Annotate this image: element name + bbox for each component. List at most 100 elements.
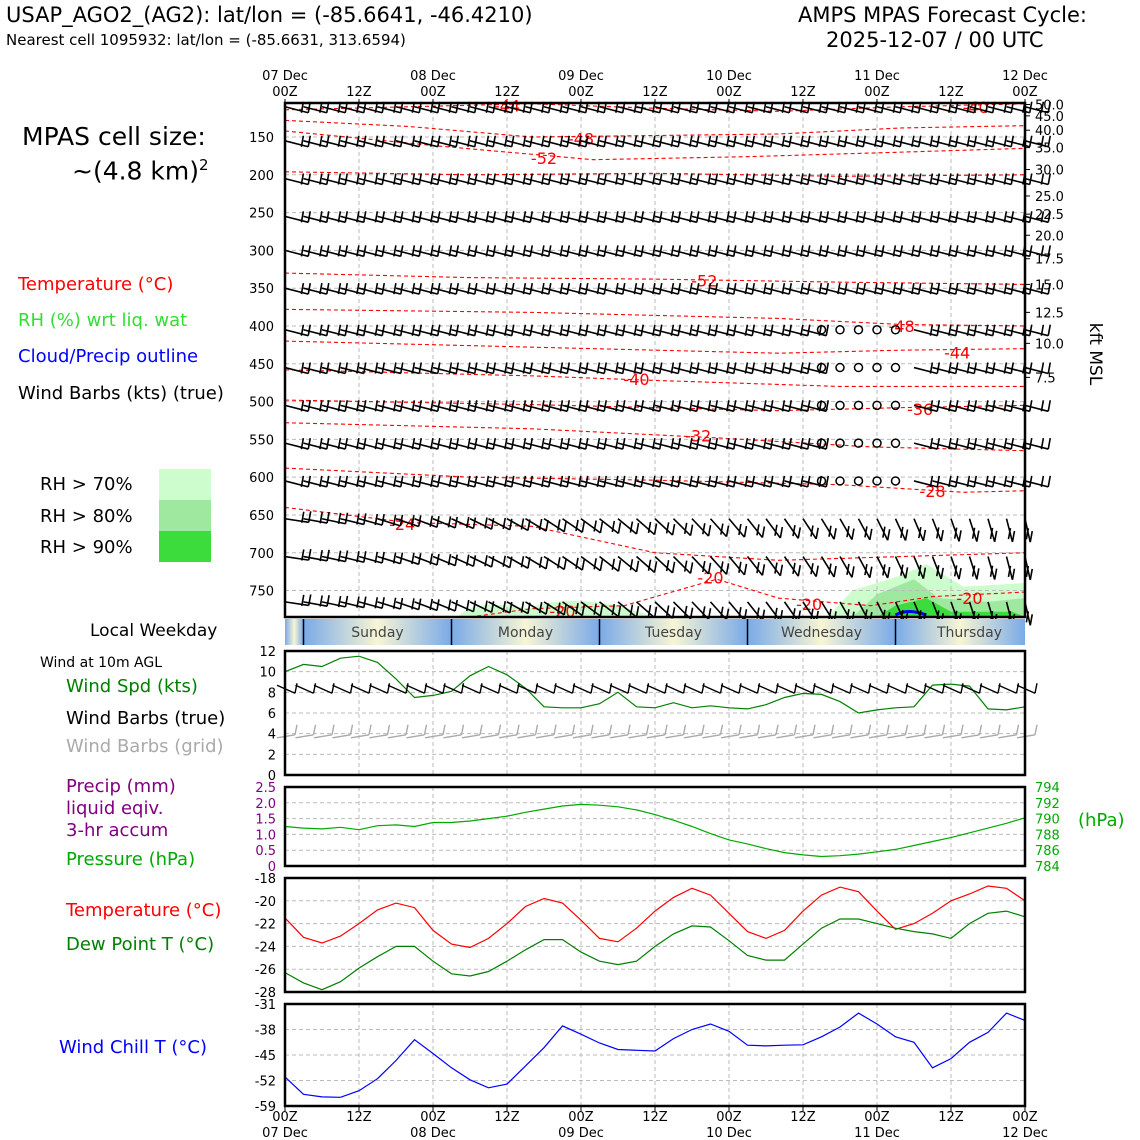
wind-barb	[784, 404, 808, 413]
wind-barb	[436, 282, 441, 295]
wind-barb	[547, 173, 552, 185]
top-hour-label: 00Z	[716, 85, 742, 100]
wind-barb	[284, 249, 309, 258]
legend-precip-1: Precip (mm)	[66, 776, 176, 797]
wind-barb	[985, 362, 989, 374]
wind-barb	[969, 328, 993, 337]
wind-barb	[837, 135, 841, 147]
wind-barb	[580, 215, 605, 224]
temperature-contour	[284, 506, 1026, 561]
wind-barb	[303, 215, 327, 224]
wind-barb	[677, 400, 682, 412]
grid-wind-barb	[312, 724, 317, 735]
top-hour-label: 12Z	[938, 85, 964, 100]
wind-barb	[726, 245, 730, 257]
surface-wind-barb	[830, 683, 835, 694]
wind-barb	[911, 173, 915, 185]
wind-barb	[418, 400, 423, 412]
wind-barb	[969, 177, 993, 186]
wind-barb	[432, 404, 457, 413]
wind-barb	[689, 282, 693, 295]
cell-size-value-wrap: ~(4.8 km)2	[72, 156, 209, 185]
wind-barb	[344, 475, 349, 488]
wind-barb	[1011, 530, 1016, 543]
wind-barb	[455, 173, 460, 185]
wind-barb	[855, 245, 860, 257]
wind-barb	[547, 135, 552, 147]
wind-barb	[940, 567, 944, 580]
wind-barb	[726, 362, 730, 374]
wind-barb	[763, 245, 767, 257]
wind-barb	[658, 282, 663, 295]
wind-barb	[899, 282, 904, 295]
wind-barb	[399, 400, 404, 412]
wind-barb	[654, 601, 674, 619]
wind-barb	[732, 282, 737, 295]
wind-barb	[654, 140, 679, 148]
wind-barb	[307, 324, 312, 336]
wind-barb	[658, 324, 663, 336]
wind-barb	[418, 245, 423, 257]
wind-barb	[414, 404, 438, 413]
wind-barb	[635, 601, 656, 619]
wind-barb	[895, 215, 919, 224]
wind-barb	[1040, 101, 1045, 113]
wind-barb	[358, 366, 383, 375]
wind-barb	[900, 564, 904, 576]
wind-barb	[611, 604, 616, 616]
wind-barb	[843, 135, 848, 147]
wind-barb	[779, 526, 784, 539]
wind-barb	[781, 400, 786, 412]
wind-barb	[344, 400, 349, 412]
wind-barb	[1028, 362, 1033, 374]
wind-barb	[784, 249, 808, 258]
wind-barb	[599, 404, 623, 413]
wind-barb	[603, 282, 608, 295]
wind-barb	[913, 249, 938, 258]
wind-barb	[356, 282, 360, 295]
wind-barb	[451, 442, 475, 450]
wind-barb	[436, 211, 441, 223]
wind-barb	[695, 400, 700, 412]
wind-barb	[691, 480, 716, 488]
wind-barb	[543, 442, 568, 450]
wind-barb	[485, 135, 490, 147]
wind-barb	[399, 437, 404, 450]
wind-barb	[566, 475, 571, 488]
wind-barb	[784, 480, 808, 488]
wind-barb	[976, 530, 980, 542]
wind-barb	[932, 287, 956, 295]
wind-barb	[714, 173, 719, 185]
wind-barb	[414, 442, 438, 450]
surface-wind-barb	[775, 683, 779, 694]
wind-barb	[617, 480, 642, 488]
wind-barb	[432, 140, 457, 148]
grid-wind-barb	[627, 724, 631, 735]
wind-barb	[765, 177, 790, 186]
wind-barb	[488, 140, 512, 148]
surface-wind-barb	[313, 684, 333, 694]
wind-barb	[858, 215, 882, 224]
wind-barb	[802, 366, 827, 375]
wind-barb	[469, 287, 494, 295]
wind-barb	[611, 520, 616, 533]
wind-barb	[436, 362, 441, 374]
wind-barb	[340, 601, 365, 609]
wind-barb	[788, 282, 793, 295]
wind-barb	[695, 173, 700, 185]
station-title: USAP_AGO2_(AG2): lat/lon = (-85.6641, -4…	[6, 3, 533, 27]
wind-barb	[340, 106, 364, 114]
wind-barb	[800, 173, 804, 185]
wind-barb	[337, 595, 342, 608]
pressure-tick-label: 792	[1035, 797, 1060, 812]
calm-wind-marker	[890, 438, 901, 448]
wind-barb	[510, 437, 515, 450]
wind-barb	[825, 362, 830, 374]
wind-barb	[954, 173, 959, 185]
wind-barb	[744, 362, 749, 374]
wind-barb	[484, 600, 488, 612]
surface-wind-barb	[868, 684, 888, 694]
wind-barb	[467, 245, 471, 257]
wind-barb	[578, 135, 582, 147]
